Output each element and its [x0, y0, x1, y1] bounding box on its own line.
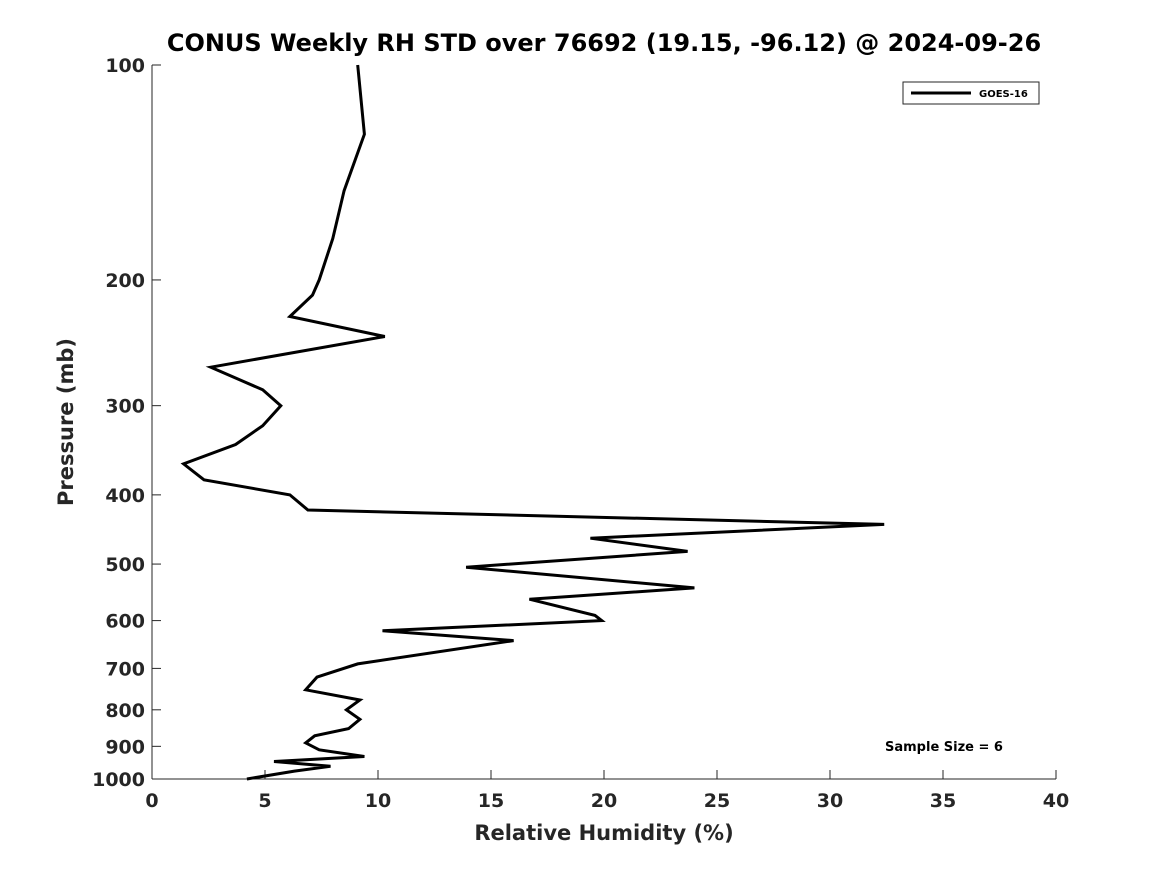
plot-area: [151, 65, 1056, 780]
y-tick-label: 800: [105, 700, 145, 722]
y-tick-label: 900: [105, 736, 145, 758]
y-axis-ticks: 100 200 300 400 500 600 700 800 900 1000: [92, 55, 161, 791]
legend-entry-goes-16: GOES-16: [979, 89, 1028, 100]
y-tick-label: 200: [105, 270, 145, 292]
x-tick-label: 0: [145, 790, 158, 812]
y-tick-label: 500: [105, 554, 145, 576]
x-tick-label: 10: [365, 790, 391, 812]
x-tick-label: 40: [1043, 790, 1069, 812]
x-tick-label: 5: [258, 790, 271, 812]
y-tick-label: 100: [105, 55, 145, 77]
chart-title: CONUS Weekly RH STD over 76692 (19.15, -…: [167, 29, 1041, 57]
y-axis-label: Pressure (mb): [54, 338, 78, 506]
y-tick-label: 300: [105, 396, 145, 418]
x-tick-label: 20: [591, 790, 617, 812]
legend: GOES-16: [902, 81, 1040, 105]
x-tick-label: 25: [704, 790, 730, 812]
y-tick-label: 400: [105, 485, 145, 507]
series-layer: [180, 64, 885, 781]
x-tick-label: 15: [478, 790, 504, 812]
y-tick-label: 1000: [92, 769, 145, 791]
x-axis-label: Relative Humidity (%): [474, 821, 733, 845]
y-tick-label: 600: [105, 611, 145, 633]
sample-size-annotation: Sample Size = 6: [885, 740, 1003, 755]
x-tick-label: 30: [817, 790, 843, 812]
plot-background: [152, 65, 1056, 779]
y-tick-label: 700: [105, 658, 145, 680]
series-line-goes-16: [180, 64, 885, 781]
x-axis-ticks: 0 5 10 15 20 25 30 35 40: [145, 770, 1069, 812]
x-tick-label: 35: [930, 790, 956, 812]
